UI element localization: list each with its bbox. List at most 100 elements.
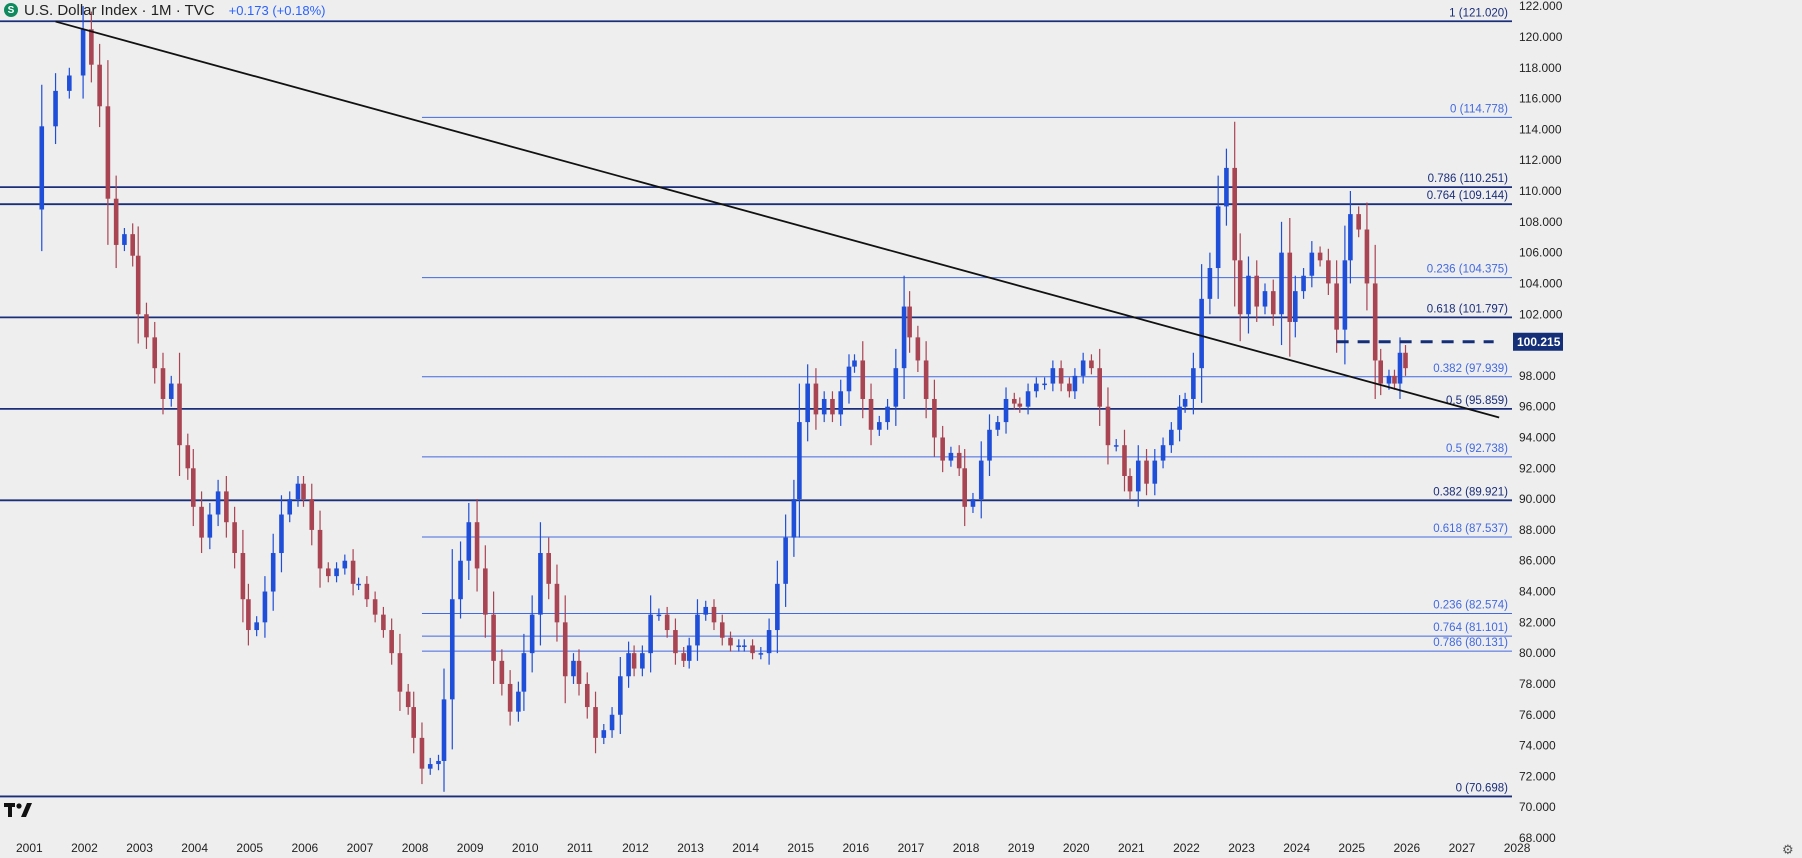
y-tick-label: 102.000 [1519,307,1563,321]
x-tick-label: 2021 [1118,841,1145,855]
candle-body [397,653,403,692]
candle-body [1042,383,1047,386]
candle-body [766,630,772,654]
candle-body [279,514,284,554]
x-tick-label: 2011 [567,841,593,855]
chart-title[interactable]: U.S. Dollar Index · 1M · TVC [24,1,215,19]
candle-body [419,737,425,769]
chart-header: S U.S. Dollar Index · 1M · TVC +0.173 (+… [0,0,325,20]
last-price-label: 100.215 [1517,335,1561,349]
candle-body [191,468,196,507]
candle-body [122,234,127,245]
candle-body [1135,460,1141,492]
x-tick-label: 2025 [1338,841,1365,855]
candle-body [1207,268,1213,299]
candle-body [295,483,301,500]
gear-icon[interactable]: ⚙ [1782,842,1794,857]
y-tick-label: 110.000 [1519,184,1562,198]
candle-body [1144,460,1149,484]
candle-body [987,429,992,461]
fib-level-label: 0 (114.778) [1450,103,1508,115]
candle-body [389,630,394,654]
candle-body [562,622,568,677]
x-tick-label: 2020 [1063,841,1090,855]
candle-body [334,568,339,577]
y-tick-label: 106.000 [1519,246,1563,260]
y-tick-label: 96.000 [1519,400,1556,414]
candle-body [631,653,637,669]
candle-body [270,553,276,592]
fib-level-label: 0.764 (81.101) [1433,622,1508,634]
x-tick-label: 2005 [236,841,263,855]
candle-body [199,506,204,538]
y-tick-label: 120.000 [1519,30,1563,44]
candle-body [584,683,590,708]
candle-body [618,676,623,715]
y-tick-label: 74.000 [1519,739,1556,753]
y-tick-label: 68.000 [1519,831,1556,845]
candle-body [1287,252,1293,322]
candle-body [1025,391,1031,407]
candle-body [1011,398,1017,404]
candle-body [576,660,582,684]
candle-body [750,645,755,654]
candle-body [1215,206,1221,269]
trendline [55,20,1500,419]
candle-body [728,637,733,646]
candle-body [783,537,788,584]
candle-body [405,691,411,708]
candle-body [1191,368,1196,399]
candle-body [838,391,844,415]
candle-body [1326,260,1331,284]
y-tick-label: 90.000 [1519,492,1556,506]
candle-body [135,255,141,315]
candle-body [356,583,361,586]
x-tick-label: 2009 [457,841,484,855]
fib-level-label: 0.618 (101.797) [1427,303,1508,315]
candle-body [703,606,709,615]
last-price-badge [1513,332,1563,351]
candle-body [1232,167,1237,261]
y-tick-label: 94.000 [1519,430,1556,444]
symbol-icon[interactable]: S [4,3,18,17]
candle-body [113,198,119,245]
y-tick-label: 82.000 [1519,615,1556,629]
candle-body [105,106,111,199]
candle-body [521,653,527,692]
candle-body [80,29,86,76]
candle-body [932,398,937,438]
candle-body [427,764,433,769]
candle-body [1301,275,1306,292]
candle-body [441,699,447,761]
candle-body [554,583,560,623]
y-tick-label: 114.000 [1519,122,1562,136]
candle-body [1334,283,1339,330]
candle-body [673,630,678,654]
candle-body [381,614,386,631]
y-tick-label: 98.000 [1519,369,1556,383]
fib-level-label: 0.382 (97.939) [1433,363,1508,375]
candle-body [1177,406,1182,430]
candle-body [317,529,323,569]
candle-body [923,360,929,399]
x-tick-label: 2001 [16,841,43,855]
candle-body [758,653,764,655]
fib-level-label: 0.786 (80.131) [1433,637,1508,649]
candle-body [474,522,480,569]
x-tick-label: 2026 [1394,841,1421,855]
candle-body [1113,445,1119,447]
candle-body [626,653,631,677]
tradingview-logo-icon[interactable] [4,802,32,818]
candle-body [246,599,251,631]
x-tick-label: 2015 [787,841,814,855]
candle-body [1270,291,1276,315]
candle-body [529,614,535,654]
candle-body [538,553,543,615]
candle-body [483,568,488,615]
candle-body [1293,291,1298,322]
candle-body [1017,403,1023,407]
candle-body [516,691,521,712]
candle-body [868,398,874,430]
candle-body [940,437,945,461]
